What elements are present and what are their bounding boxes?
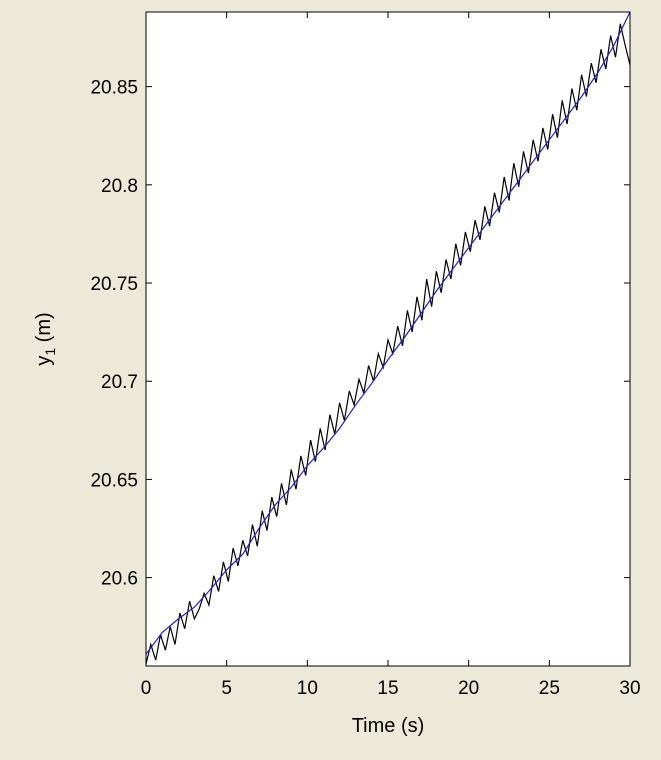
estimate-series-line (145, 11, 631, 655)
y-axis-label-subscript: 1 (42, 348, 58, 356)
x-tick-label: 0 (141, 678, 152, 699)
x-tick-label: 15 (377, 678, 398, 699)
y-axis-label: y1 (m) (33, 312, 58, 365)
x-tick-label: 10 (297, 678, 318, 699)
x-tick-label: 5 (221, 678, 232, 699)
y-tick-label: 20.75 (90, 274, 138, 295)
x-tick-label: 30 (619, 678, 640, 699)
measured-series-line (145, 23, 631, 665)
y-tick-label: 20.85 (90, 78, 138, 99)
y-tick-label: 20.8 (101, 176, 138, 197)
y-tick-label: 20.6 (101, 569, 138, 590)
x-axis: 0 5 10 15 20 25 30 (141, 12, 641, 699)
x-axis-label: Time (s) (352, 715, 425, 737)
x-tick-label: 25 (539, 678, 560, 699)
series-layer (145, 11, 631, 665)
x-tick-label: 20 (458, 678, 479, 699)
y-tick-label: 20.7 (101, 372, 138, 393)
y-tick-label: 20.65 (90, 470, 138, 491)
y-axis-label-unit: (m) (33, 312, 55, 348)
y-axis: 20.6 20.65 20.7 20.75 20.8 20.85 (90, 78, 630, 590)
y-axis-label-main: y (33, 356, 55, 366)
